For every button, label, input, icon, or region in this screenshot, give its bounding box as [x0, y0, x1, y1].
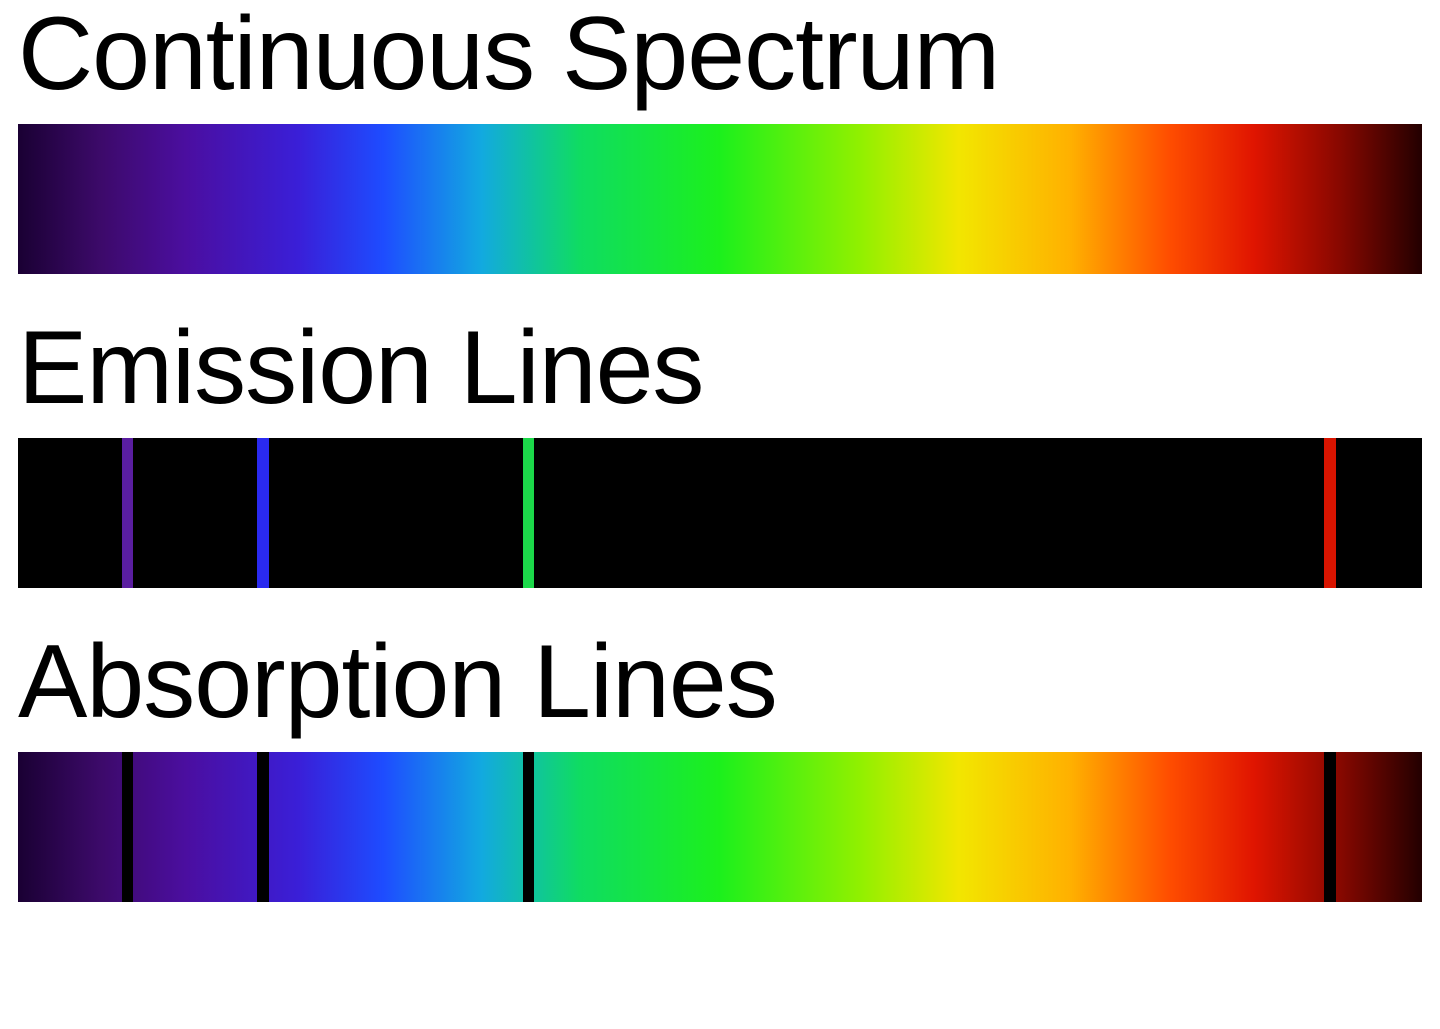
absorption-title: Absorption Lines [18, 630, 1422, 734]
continuous-band [18, 124, 1422, 274]
absorption-gradient [18, 752, 1422, 902]
absorption-band [18, 752, 1422, 902]
emission-band [18, 438, 1422, 588]
absorption-line-0 [122, 752, 133, 902]
absorption-line-2 [523, 752, 534, 902]
emission-line-1 [257, 438, 269, 588]
emission-line-3 [1324, 438, 1336, 588]
emission-background [18, 438, 1422, 588]
emission-title: Emission Lines [18, 316, 1422, 420]
emission-line-0 [122, 438, 133, 588]
absorption-line-3 [1324, 752, 1336, 902]
emission-line-2 [523, 438, 534, 588]
spectra-diagram: Continuous Spectrum Emission Lines Absor… [0, 2, 1440, 922]
absorption-line-1 [257, 752, 269, 902]
continuous-title: Continuous Spectrum [18, 2, 1422, 106]
continuous-gradient [18, 124, 1422, 274]
